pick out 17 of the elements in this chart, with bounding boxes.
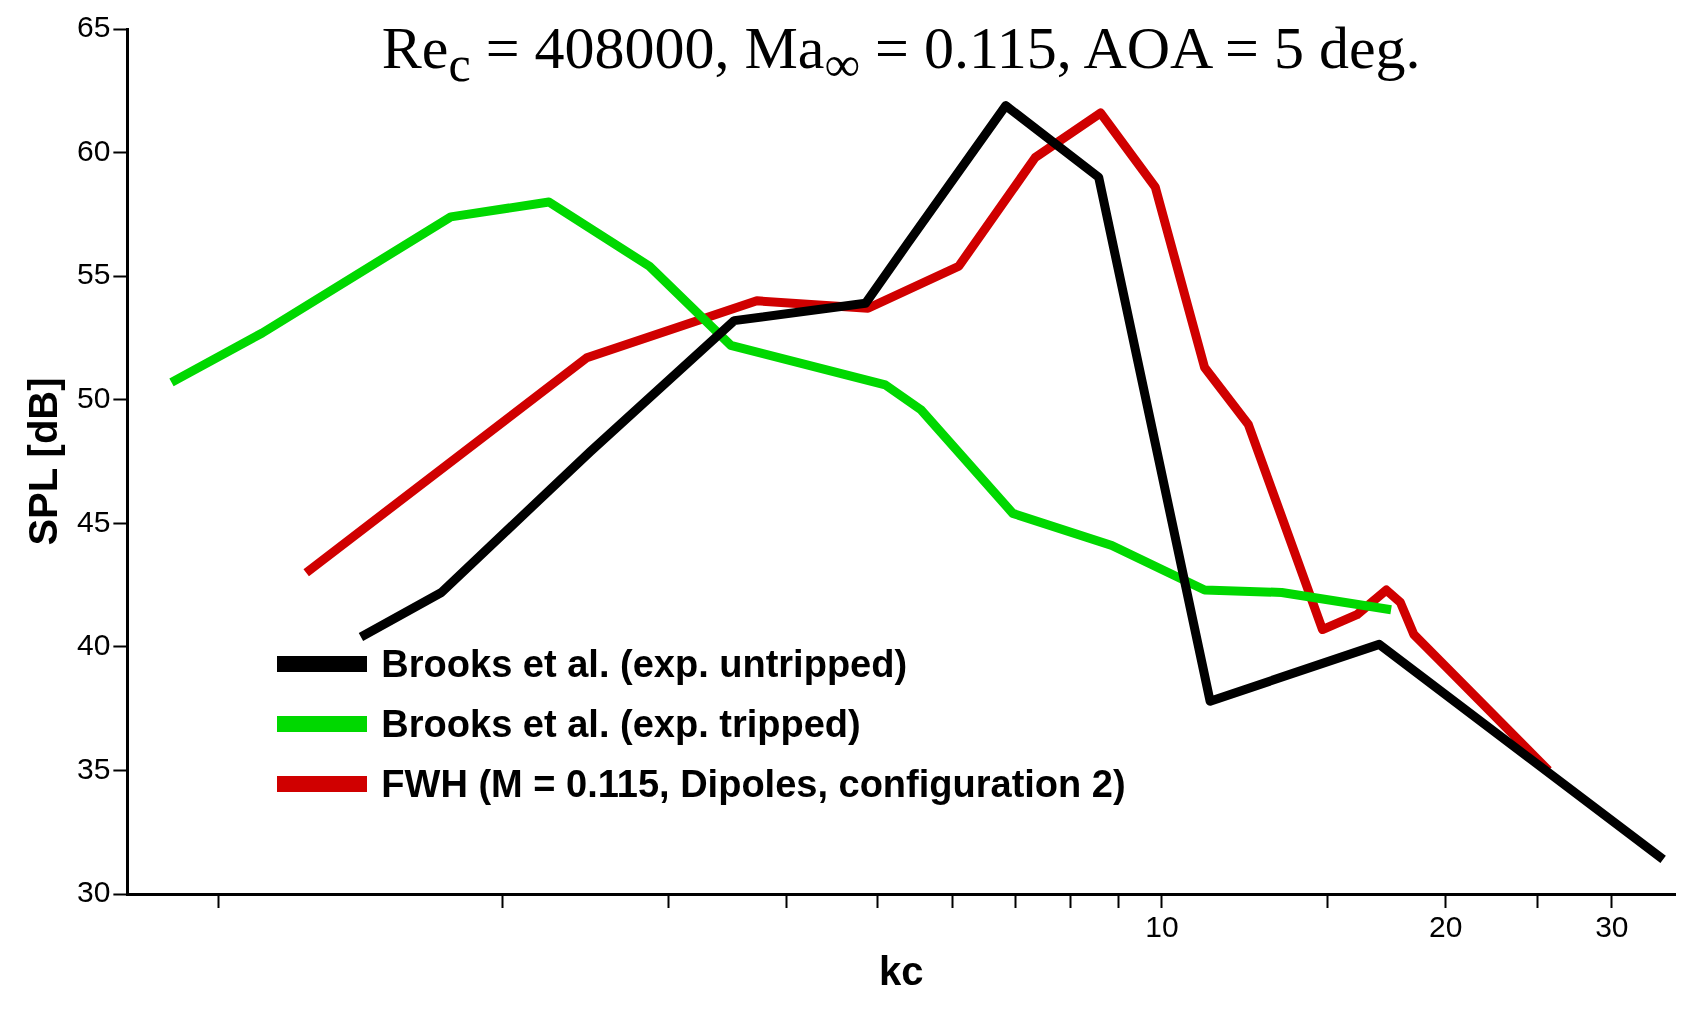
y-tick-label: 50 (76, 380, 111, 414)
y-tick-label: 65 (76, 10, 111, 44)
y-tick-label: 55 (76, 257, 111, 291)
y-tick-label: 30 (76, 875, 111, 909)
y-tick-label: 45 (76, 504, 111, 538)
x-axis-title: kc (878, 949, 924, 994)
y-tick-label: 40 (76, 628, 111, 662)
y-tick-label: 60 (76, 133, 111, 167)
chart-title: Re$_{c}$ = 408000, Ma$_{∞}$ = 0.115, AOA = 5 deg. (380, 14, 1422, 94)
legend-label: Brooks et al. (exp. untripped) (381, 642, 908, 686)
legend-label: FWH (M = 0.115, Dipoles, configuration 2) (381, 762, 1126, 806)
y-tick-label: 35 (76, 751, 111, 785)
y-axis-title: SPL [dB] (21, 377, 66, 546)
x-tick-label: 30 (1595, 910, 1629, 944)
x-tick-label: 20 (1429, 910, 1463, 944)
x-tick-label: 10 (1145, 910, 1179, 944)
legend-label: Brooks et al. (exp. tripped) (381, 702, 861, 746)
